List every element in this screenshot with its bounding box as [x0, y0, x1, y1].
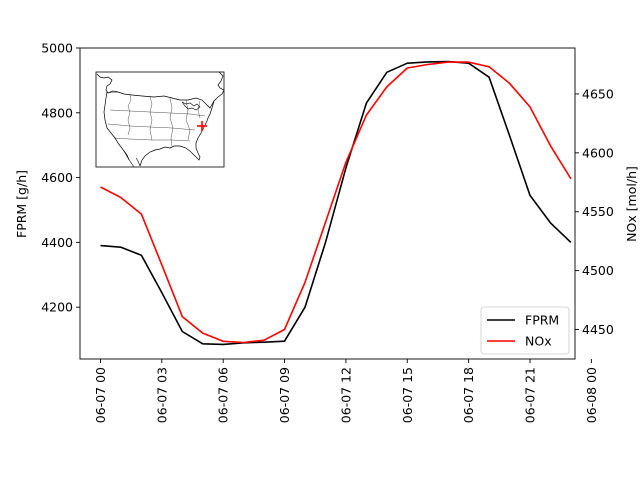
x-tick-label: 06-07 15 [400, 367, 415, 423]
y-tick-label-left: 4200 [41, 300, 73, 315]
inset-map [95, 71, 225, 168]
y-tick-label-right: 4550 [582, 204, 614, 219]
x-tick-label: 06-07 03 [154, 367, 169, 423]
x-tick-label: 06-07 21 [523, 367, 538, 423]
y-tick-label-left: 4600 [41, 170, 73, 185]
location-marker-icon [197, 121, 207, 131]
y-axis-label-right: NOx [mol/h] [624, 166, 639, 242]
y-tick-label-right: 4650 [582, 86, 614, 101]
y-tick-label-left: 4400 [41, 235, 73, 250]
x-tick-label: 06-07 06 [216, 367, 231, 423]
x-tick-label: 06-07 12 [338, 367, 353, 423]
x-tick-label: 06-07 00 [93, 367, 108, 423]
inset-map-coastline [96, 71, 225, 109]
series-line-fprm [100, 60, 572, 346]
y-tick-label-right: 4600 [582, 145, 614, 160]
y-axis-label-left: FPRM [g/h] [14, 170, 29, 238]
legend-box [480, 306, 570, 355]
y-tick-label-right: 4500 [582, 263, 614, 278]
legend-label-nox: NOx [525, 334, 552, 349]
y-tick-label-left: 5000 [41, 41, 73, 56]
inset-map-mexico [123, 150, 141, 168]
inset-map-east-coast [139, 100, 215, 167]
x-tick-label: 06-07 18 [461, 367, 476, 423]
axes-group: 06-07 00 06-07 03 06-07 06 06-07 09 06-07 12… [41, 41, 614, 424]
plot-frame [79, 47, 576, 360]
x-tick-label: 06-07 09 [277, 367, 292, 423]
legend-label-fprm: FPRM [525, 313, 559, 328]
series-line-nox [100, 61, 572, 344]
inset-map-great-lakes [181, 101, 201, 111]
x-tick-label: 06-08 00 [584, 367, 599, 423]
inset-map-frame [95, 71, 225, 168]
legend: FPRM NOx [480, 306, 570, 355]
y-tick-label-left: 4800 [41, 105, 73, 120]
y-tick-label-right: 4450 [582, 322, 614, 337]
inset-map-borders [107, 91, 206, 147]
